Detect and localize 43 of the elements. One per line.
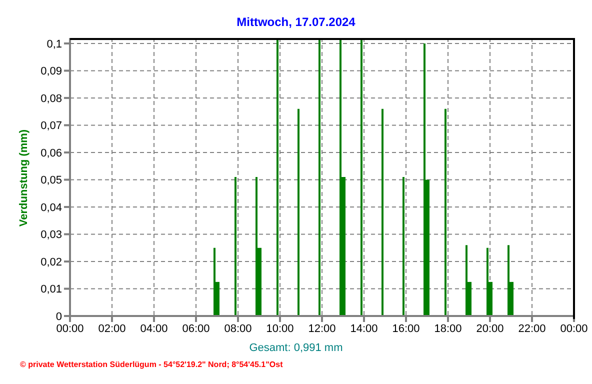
- y-tick-label: 0: [56, 311, 62, 323]
- bar: [486, 248, 488, 316]
- bar: [444, 108, 446, 316]
- y-tick-label: 0,1: [46, 38, 62, 50]
- y-tick-label: 0,08: [40, 92, 62, 105]
- x-tick-label: 14:00: [350, 322, 378, 335]
- x-tick-label: 02:00: [98, 322, 126, 335]
- bar: [382, 108, 384, 316]
- y-tick-label: 0,09: [40, 66, 62, 78]
- x-tick-label: 20:00: [476, 322, 504, 335]
- y-tick-label: 0,05: [40, 174, 62, 187]
- bar: [256, 177, 258, 316]
- x-tick-label: 00:00: [560, 322, 588, 335]
- x-tick-label: 22:00: [518, 322, 546, 335]
- y-tick-label: 0,07: [40, 120, 62, 132]
- x-tick-label: 04:00: [140, 322, 168, 335]
- bar: [402, 177, 404, 316]
- x-tick-label: 10:00: [266, 322, 294, 335]
- y-tick-label: 0,06: [40, 147, 62, 160]
- bar: [214, 248, 216, 316]
- chart-title: Mittwoch, 17.07.2024: [236, 15, 356, 29]
- bar: [234, 177, 236, 316]
- bar: [424, 43, 426, 316]
- y-tick-label: 0,03: [40, 229, 62, 242]
- bar: [298, 108, 300, 316]
- bar: [360, 38, 362, 316]
- x-tick-label: 00:00: [56, 322, 84, 335]
- y-tick-label: 0,02: [40, 256, 62, 268]
- bar: [508, 245, 510, 316]
- x-tick-label: 12:00: [308, 322, 336, 335]
- bar: [340, 38, 342, 316]
- y-tick-label: 0,04: [40, 202, 62, 214]
- y-tick-label: 0,01: [40, 284, 62, 296]
- text: © private Wetterstation Süderlügum - 54°52'19.2" Nord; 8°54'45.1"Ost: [20, 360, 283, 369]
- x-tick-label: 06:00: [182, 322, 210, 335]
- x-tick-label: 16:00: [392, 322, 420, 335]
- x-tick-label: 08:00: [224, 322, 252, 335]
- bar: [318, 38, 320, 316]
- x-tick-label: 18:00: [434, 322, 462, 335]
- text: Gesamt: 0,991 mm: [248, 342, 344, 354]
- bar: [466, 245, 468, 316]
- y-axis-title: Verdunstung (mm): [18, 129, 30, 227]
- bar: [276, 38, 278, 316]
